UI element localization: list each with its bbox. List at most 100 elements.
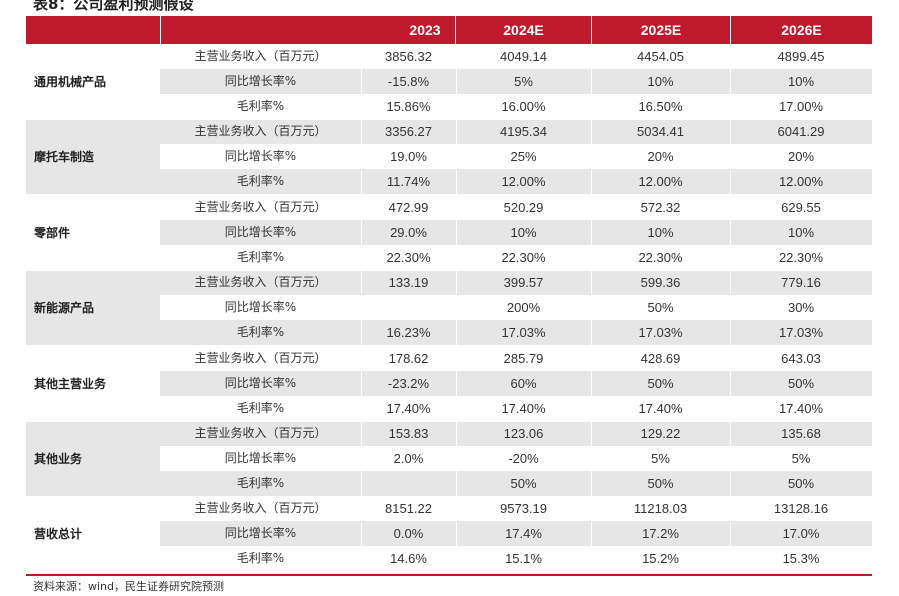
row-metric-label: 毛利率%	[236, 325, 285, 340]
value-cell: 19.0%	[390, 149, 427, 165]
column-separator	[361, 119, 362, 145]
value-cell: 6041.29	[777, 124, 825, 140]
row-metric-label: 毛利率%	[236, 174, 285, 189]
table-row: 同比增长率% 29.0% 10% 10% 10%	[160, 219, 872, 245]
value-cell: 133.19	[388, 275, 429, 291]
value-cell: 0.0%	[393, 526, 424, 542]
header-separator	[730, 16, 731, 44]
header-year-2026e: 2026E	[781, 22, 822, 38]
column-separator	[730, 144, 731, 170]
value-cell: 22.30%	[778, 249, 824, 265]
value-cell: 123.06	[503, 426, 544, 441]
value-cell: 572.32	[640, 199, 681, 215]
row-metric-label: 同比增长率%	[224, 451, 297, 465]
value-cell: 17.40%	[778, 400, 824, 416]
row-group: 零部件 主营业务收入（百万元） 472.99 520.29 572.32 629.55 同比…	[26, 194, 872, 270]
row-metric-label: 主营业务收入（百万元）	[194, 275, 327, 290]
value-cell: 472.99	[388, 199, 429, 215]
value-cell: 399.57	[503, 275, 544, 291]
row-metric-label: 毛利率%	[236, 551, 285, 566]
row-group: 其他业务 主营业务收入（百万元） 153.83 123.06 129.22 135.68 同…	[26, 421, 872, 496]
value-cell: -20%	[508, 451, 539, 466]
value-cell: 4899.45	[777, 49, 825, 64]
value-cell: 12.00%	[778, 174, 824, 190]
table-bottom-rule	[26, 574, 872, 576]
column-separator	[456, 370, 457, 396]
row-metric-label: 主营业务收入（百万元）	[194, 501, 327, 516]
column-separator	[730, 94, 731, 119]
value-cell: 15.3%	[782, 551, 820, 567]
column-separator	[591, 119, 592, 145]
column-separator	[591, 370, 592, 396]
value-cell: 17.03%	[638, 325, 683, 341]
value-cell: 135.68	[781, 426, 821, 441]
source-note: 资料来源：wind，民生证券研究院预测	[33, 580, 225, 593]
table-header: 2023 2024E 2025E 2026E	[26, 16, 872, 44]
row-metric-label: 同比增长率%	[224, 74, 297, 88]
value-cell: 15.86%	[386, 99, 431, 114]
column-separator	[730, 345, 731, 371]
column-separator	[361, 194, 362, 220]
row-metric-label: 同比增长率%	[224, 149, 297, 164]
column-separator	[591, 244, 592, 270]
value-cell: 200%	[506, 300, 541, 316]
value-cell: 3356.27	[385, 124, 432, 140]
column-separator	[456, 169, 457, 195]
row-metric-label: 同比增长率%	[224, 526, 297, 541]
column-separator	[730, 370, 731, 396]
table-row: 毛利率% 11.74% 12.00% 12.00% 12.00%	[160, 169, 872, 195]
row-metric-label: 主营业务收入（百万元）	[194, 350, 327, 365]
value-cell: 14.6%	[390, 551, 427, 567]
column-separator	[361, 370, 362, 396]
column-separator	[730, 421, 731, 446]
header-separator	[160, 16, 161, 44]
column-separator	[730, 446, 731, 471]
column-separator	[591, 521, 592, 547]
column-separator	[591, 446, 592, 471]
header-year-2024e: 2024E	[503, 22, 544, 38]
column-separator	[591, 496, 592, 522]
column-separator	[456, 219, 457, 245]
value-cell: 599.36	[640, 275, 681, 291]
column-separator	[730, 194, 731, 220]
group-separator	[26, 194, 872, 196]
value-cell: 4049.14	[500, 49, 547, 64]
column-separator	[361, 421, 362, 446]
value-cell: 17.40%	[501, 400, 546, 416]
column-separator	[456, 44, 457, 69]
column-separator	[361, 471, 362, 496]
value-cell: 8151.22	[385, 501, 432, 517]
value-cell: 25%	[510, 149, 537, 165]
column-separator	[730, 395, 731, 421]
group-separator	[26, 496, 872, 498]
row-metric-label: 主营业务收入（百万元）	[194, 124, 327, 139]
row-group-category: 零部件	[34, 225, 71, 240]
value-cell: 29.0%	[390, 224, 427, 240]
column-separator	[456, 471, 457, 496]
group-separator	[26, 270, 872, 272]
group-separator	[26, 119, 872, 121]
row-metric-label: 毛利率%	[236, 400, 285, 415]
column-separator	[730, 270, 731, 296]
column-separator	[361, 295, 362, 321]
table-row: 主营业务收入（百万元） 178.62 285.79 428.69 643.03	[160, 345, 872, 371]
header-year-2023: 2023	[409, 22, 441, 38]
value-cell: 50%	[787, 476, 815, 491]
row-group-category: 其他主营业务	[34, 376, 107, 391]
value-cell: 50%	[510, 476, 537, 491]
table-row: 毛利率% 17.40% 17.40% 17.40% 17.40%	[160, 395, 872, 421]
header-separator	[455, 16, 456, 44]
value-cell: 17.00%	[778, 99, 824, 114]
value-cell: 22.30%	[501, 249, 546, 265]
value-cell: 4454.05	[637, 49, 684, 64]
column-separator	[456, 270, 457, 296]
value-cell: 17.03%	[501, 325, 546, 341]
row-group-category: 其他业务	[26, 421, 160, 496]
value-cell: 178.62	[388, 350, 429, 366]
column-separator	[456, 421, 457, 446]
column-separator	[456, 144, 457, 170]
value-cell: 3856.32	[385, 49, 432, 64]
row-group-category: 营收总计	[34, 527, 83, 542]
column-separator	[730, 119, 731, 145]
value-cell: 285.79	[503, 350, 544, 366]
